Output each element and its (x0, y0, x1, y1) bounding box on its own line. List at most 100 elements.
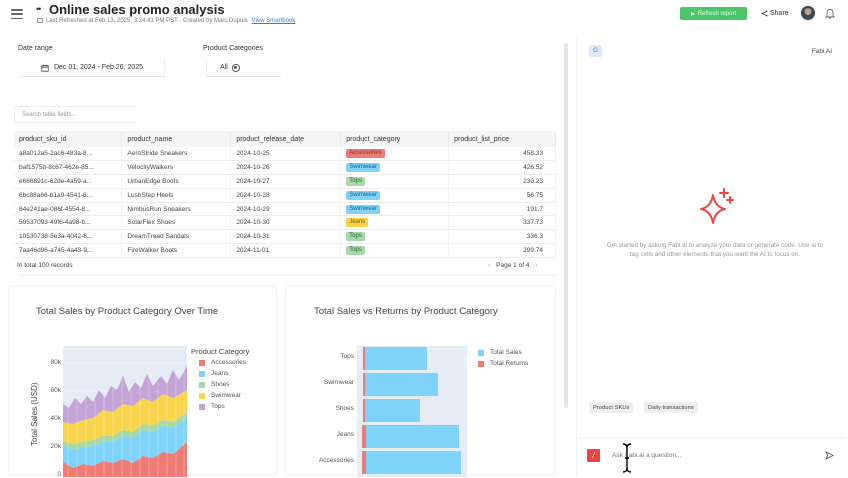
cell-category: Jeans (340, 215, 450, 231)
legend-item-tops[interactable]: Tops (199, 403, 225, 410)
bar-sales-jeans[interactable] (366, 425, 459, 448)
cell-date: 2024-10-25 (230, 147, 342, 162)
refresh-meta: Last Refreshed at Feb 13, 2025, 3:24:41 … (46, 18, 248, 25)
calendar-small-icon (37, 18, 43, 23)
cell-name: FireWalker Boots (121, 243, 232, 258)
bar-returns-shoes[interactable] (363, 399, 365, 422)
legend-item-jeans[interactable]: Jeans (199, 370, 228, 377)
cell-price: 336.3 (448, 229, 556, 245)
bell-icon[interactable] (825, 8, 835, 19)
cell-name: UrbanEdge Boots (121, 174, 232, 189)
hamburger-icon[interactable] (11, 9, 23, 19)
cell-sku: 84e241ae-086f-4554-8... (14, 202, 123, 217)
prev-page-button[interactable]: ‹ (488, 262, 491, 269)
refresh-report-label: Refresh report (697, 10, 737, 17)
cell-date: 2024-10-27 (230, 174, 342, 189)
cell-category: Swimwear (340, 188, 450, 203)
column-header[interactable]: product_category (340, 131, 450, 147)
date-range-picker[interactable]: Dec 01, 2024 - Feb 26, 2025 (20, 59, 165, 77)
table-row[interactable]: 6bc88a66-b1a9-4541-8... LushStep Heels 202… (14, 188, 556, 203)
records-count: In total 100 records (17, 262, 73, 269)
next-page-button[interactable]: › (535, 262, 538, 269)
cell-sku: 10530738-5e3a-4042-8... (14, 229, 123, 245)
bar-returns-accessories[interactable] (362, 451, 366, 474)
legend-item-shoes[interactable]: Shoes (199, 381, 229, 388)
ask-ai-input[interactable] (612, 449, 802, 462)
avatar[interactable] (801, 6, 815, 20)
cell-name: VelocityWalkers (121, 160, 232, 176)
product-categories-select[interactable]: All (206, 59, 281, 77)
pagination: ‹ Page 1 of 4 › (488, 262, 538, 269)
refresh-report-button[interactable]: Refresh report (680, 7, 747, 20)
legend-label: Accessories (211, 359, 247, 366)
category-badge: Accessories (346, 149, 385, 159)
cell-name: NimbusRun Sneakers (121, 202, 232, 217)
cell-name: SolarFlex Shoes (121, 215, 232, 231)
cell-sku: baf1575b-8c67-462e-85... (14, 160, 123, 176)
product-categories-value: All (220, 64, 228, 71)
sparkle-icon (700, 188, 734, 224)
bar-returns-swimwear[interactable] (363, 373, 365, 396)
page-subtitle: Last Refreshed at Feb 13, 2025, 3:24:41 … (37, 18, 295, 24)
column-header[interactable]: product_release_date (230, 131, 342, 147)
legend-item-accessories[interactable]: Accessories (199, 359, 246, 366)
data-table-card: Search table fields... product_sku_id pr… (8, 103, 560, 311)
table-row[interactable]: e666891c-62de-4a59-a... UrbanEdge Boots 20… (14, 174, 556, 189)
bar-sales-swimwear[interactable] (365, 373, 438, 396)
table-row[interactable]: 10530738-5e3a-4042-8... DreamTread Sandal… (14, 229, 556, 245)
legend-swatch (199, 370, 205, 377)
sales-over-time-chart-card: Total Sales by Product Category Over Tim… (8, 285, 277, 478)
share-button[interactable]: Share (757, 7, 793, 20)
ai-hint-text: Get started by asking Fabi.ai to analyze… (606, 242, 824, 258)
table-row[interactable]: 7aa46d96-a745-4a43-9... FireWalker Boots 2… (14, 243, 556, 258)
page-title: Online sales promo analysis (49, 2, 225, 17)
suggestion-chip-product-skus[interactable]: Product SKUs (589, 402, 634, 413)
column-header[interactable]: product_name (121, 131, 232, 147)
stacked-bars-svg (63, 362, 187, 477)
cell-date: 2024-10-29 (230, 202, 342, 217)
table-row[interactable]: baf1575b-8c67-462e-85... VelocityWalkers 2… (14, 160, 556, 176)
legend-label: Shoes (211, 381, 230, 388)
legend-item-swimwear[interactable]: Swimwear (199, 392, 241, 399)
cell-price: 56.75 (448, 188, 556, 203)
category-label: Jeans (336, 431, 354, 438)
stacked-area-plot[interactable] (63, 346, 187, 477)
category-badge: Swimwear (346, 190, 380, 200)
table-row[interactable]: 84e241ae-086f-4554-8... NimbusRun Sneaker… (14, 202, 556, 217)
clear-selection-icon[interactable] (231, 63, 240, 72)
suggestion-chip-daily-transactions[interactable]: Daily transactions (644, 402, 698, 413)
main-scrollbar[interactable] (564, 43, 568, 408)
ai-panel-title: Fabi AI (811, 48, 832, 55)
view-smartbook-link[interactable]: View Smartbook (251, 18, 296, 25)
cell-category: Swimwear (340, 160, 450, 176)
legend-item-total-returns[interactable]: Total Returns (478, 360, 528, 367)
column-header[interactable]: product_sku_id (14, 131, 123, 147)
send-icon[interactable] (825, 451, 834, 460)
top-bar: •• Online sales promo analysis Last Refr… (0, 0, 848, 30)
cell-date: 2024-11-01 (230, 243, 342, 258)
y-tick: 60k (50, 387, 61, 394)
bar-sales-shoes[interactable] (365, 399, 420, 422)
horizontal-bar-plot[interactable] (357, 346, 467, 477)
table-row[interactable]: a8a012a5-2ac6-483a-8... AeroStride Sneake… (14, 147, 556, 162)
y-tick: 40k (50, 415, 61, 422)
bar-sales-tops[interactable] (365, 347, 427, 370)
legend-item-total-sales[interactable]: Total Sales (478, 349, 522, 356)
column-header[interactable]: product_list_price (448, 131, 556, 147)
table-row[interactable]: 50537093-49f6-4a98-b... SolarFlex Shoes 20… (14, 215, 556, 231)
ai-context-chip[interactable]: G (589, 45, 602, 57)
bar-sales-accessories[interactable] (366, 451, 461, 474)
text-cursor-icon (622, 443, 632, 473)
cell-name: DreamTread Sandals (121, 229, 232, 245)
legend-label: Total Returns (490, 360, 529, 367)
bar-returns-jeans[interactable] (362, 425, 366, 448)
calendar-icon (41, 64, 49, 72)
search-table-input[interactable]: Search table fields... (14, 106, 136, 123)
page-indicator: Page 1 of 4 (496, 262, 530, 269)
bar-returns-tops[interactable] (363, 347, 365, 370)
category-badge: Jeans (346, 218, 369, 228)
cell-category: Swimwear (340, 202, 450, 217)
cell-sku: a8a012a5-2ac6-483a-8... (14, 147, 123, 162)
product-categories-label: Product Categories (203, 45, 263, 52)
y-tick: 0 (57, 471, 61, 478)
